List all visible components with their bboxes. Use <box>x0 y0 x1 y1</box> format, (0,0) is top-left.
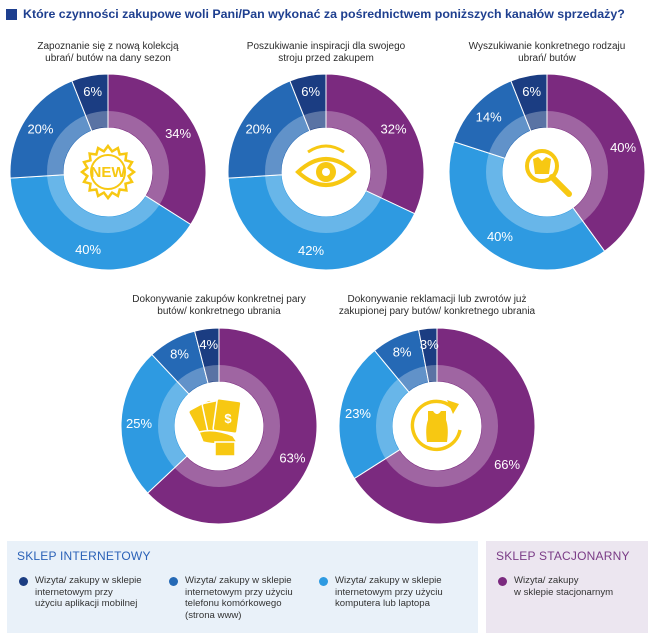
new-badge-icon: NEW <box>79 143 137 201</box>
slice-label: 8% <box>170 347 189 362</box>
svg-text:$: $ <box>224 411 232 426</box>
slice-label: 8% <box>393 344 412 359</box>
slice-label: 3% <box>420 337 439 352</box>
magnifier-icon <box>525 149 572 197</box>
slice-label: 40% <box>610 140 636 155</box>
chart-purchase: Dokonywanie zakupów konkretnej pary butó… <box>104 288 334 528</box>
chart-title: Wyszukiwanie konkretnego rodzaju ubrań/ … <box>468 41 626 64</box>
donut-slice <box>448 141 606 271</box>
legend-item-store: Wizyta/ zakupy w sklepie stacjonarnym <box>498 575 613 598</box>
legend-label: Wizyta/ zakupy w sklepie internetowym pr… <box>335 575 443 609</box>
donut-chart: $63% 25% 8% 4% <box>120 327 318 525</box>
slice-label: 40% <box>487 229 513 244</box>
slice-label: 25% <box>126 416 152 431</box>
slice-label: 23% <box>345 406 371 421</box>
return-shirt-icon <box>410 399 462 452</box>
legend-brick-and-mortar: SKLEP STACJONARNY Wizyta/ zakupy w sklep… <box>486 541 648 633</box>
legend-label: Wizyta/ zakupy w sklepie internetowym pr… <box>185 575 293 621</box>
inner-ring <box>486 111 608 233</box>
donut-slice <box>546 73 646 252</box>
chart-title: Poszukiwanie inspiracji dla swojego stro… <box>246 41 406 64</box>
legend-item-mobile-app: Wizyta/ zakupy w sklepie internetowym pr… <box>19 575 142 610</box>
header-square-icon <box>6 8 17 20</box>
donut-slice <box>71 73 109 132</box>
slice-label: 20% <box>245 122 271 137</box>
slice-label: 6% <box>301 84 320 99</box>
chart-title: Dokonywanie zakupów konkretnej pary butó… <box>132 294 306 317</box>
slice-label: 4% <box>199 337 218 352</box>
legend-heading-online: SKLEP INTERNETOWY <box>17 549 151 563</box>
legend-dot-icon <box>498 577 507 586</box>
donut-chart: NEW 34% 40% 20% 6% <box>9 73 207 271</box>
slice-label: 42% <box>298 243 324 258</box>
slice-label: 6% <box>522 84 541 99</box>
header: Które czynności zakupowe woli Pani/Pan w… <box>6 5 651 23</box>
legend-dot-icon <box>319 577 328 586</box>
legend-dot-icon <box>169 577 178 586</box>
donut-slice <box>338 349 410 480</box>
donut-slice <box>353 327 536 525</box>
chart-title: Dokonywanie reklamacji lub zwrotów już z… <box>338 294 536 317</box>
slice-label: 14% <box>476 110 502 125</box>
donut-slice <box>107 73 207 226</box>
chart-new-collection: Zapoznanie się z nową kolekcją ubrań/ bu… <box>0 34 223 274</box>
inner-ring <box>265 111 387 233</box>
inner-ring <box>158 365 280 487</box>
legend-online-store: SKLEP INTERNETOWY Wizyta/ zakupy w sklep… <box>7 541 478 633</box>
donut-chart: 32% 42% 20% 6% <box>227 73 425 271</box>
donut-slice <box>289 73 327 132</box>
inner-ring <box>376 365 498 487</box>
legend-label: Wizyta/ zakupy w sklepie internetowym pr… <box>35 575 142 609</box>
donut-slice <box>194 327 220 384</box>
slice-label: 6% <box>83 84 102 99</box>
page-title: Które czynności zakupowe woli Pani/Pan w… <box>23 7 625 21</box>
chart-search: Wyszukiwanie konkretnego rodzaju ubrań/ … <box>432 34 655 274</box>
donut-slice <box>146 327 318 525</box>
chart-inspiration: Poszukiwanie inspiracji dla swojego stro… <box>211 34 441 274</box>
slice-label: 40% <box>75 242 101 257</box>
slice-label: 32% <box>381 122 407 137</box>
legend-dot-icon <box>19 577 28 586</box>
money-hand-icon: $ <box>189 397 242 457</box>
donut-slice <box>325 73 425 215</box>
donut-chart: 66% 23% 8% 3% <box>338 327 536 525</box>
legend-item-computer: Wizyta/ zakupy w sklepie internetowym pr… <box>319 575 443 610</box>
donut-slice <box>418 327 438 384</box>
chart-returns: Dokonywanie reklamacji lub zwrotów już z… <box>322 288 552 528</box>
donut-chart: 40% 40% 14% 6% <box>448 73 646 271</box>
eye-icon <box>295 144 357 187</box>
slice-label: 34% <box>165 126 191 141</box>
inner-ring <box>47 111 169 233</box>
legend-label: Wizyta/ zakupy w sklepie stacjonarnym <box>514 575 614 598</box>
slice-label: 66% <box>494 457 520 472</box>
svg-text:NEW: NEW <box>91 164 127 181</box>
donut-slice <box>9 174 192 271</box>
chart-title: Zapoznanie się z nową kolekcją ubrań/ bu… <box>37 41 179 64</box>
donut-slice <box>227 174 416 271</box>
legend-heading-store: SKLEP STACJONARNY <box>496 549 630 563</box>
slice-label: 20% <box>27 122 53 137</box>
slice-label: 63% <box>279 450 305 465</box>
legend-item-mobile-web: Wizyta/ zakupy w sklepie internetowym pr… <box>169 575 293 621</box>
donut-slice <box>510 73 548 132</box>
donut-slice <box>120 353 190 494</box>
